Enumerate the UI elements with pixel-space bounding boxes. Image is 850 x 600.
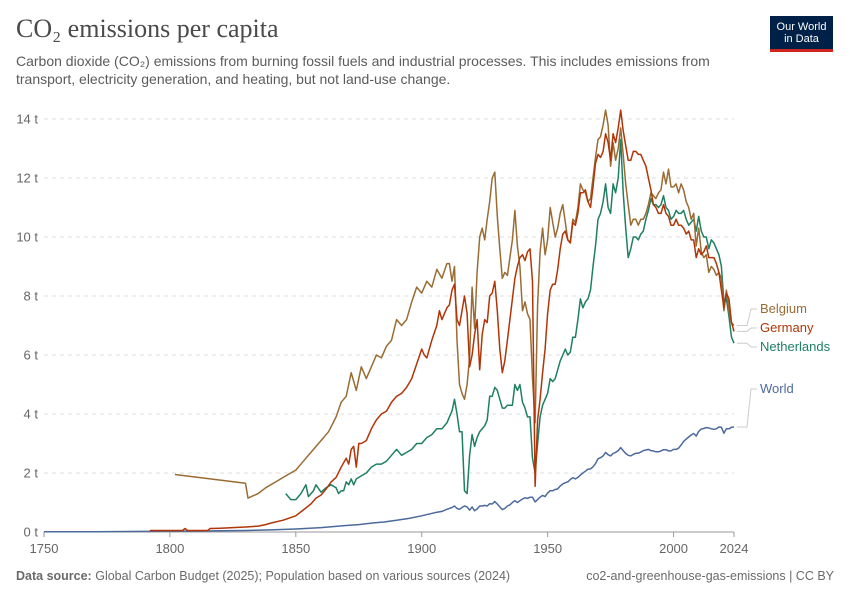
data-source-label: Data source: <box>16 569 92 583</box>
series-lines <box>44 109 735 533</box>
y-tick-label: 8 t <box>24 289 39 304</box>
y-tick-label: 10 t <box>16 230 38 245</box>
x-tick-label: 1850 <box>281 541 310 556</box>
footer-slug[interactable]: co2-and-greenhouse-gas-emissions | CC BY <box>586 569 834 583</box>
series-line-netherlands[interactable] <box>285 138 735 501</box>
series-line-belgium[interactable] <box>174 109 735 499</box>
data-source-text[interactable]: Global Carbon Budget (2025); Population … <box>95 569 511 583</box>
logo-line-2: in Data <box>784 32 819 45</box>
label-connector <box>737 388 757 428</box>
y-tick-label: 4 t <box>24 407 39 422</box>
x-axis-ticks: 1750 1800 1850 1900 1950 2000 2024 <box>30 532 749 556</box>
x-tick-label: 1900 <box>407 541 436 556</box>
series-labels: Belgium Germany Netherlands World <box>737 301 831 428</box>
x-tick-label: 2024 <box>720 541 749 556</box>
series-label-netherlands[interactable]: Netherlands <box>760 339 831 354</box>
x-tick-label: 1950 <box>533 541 562 556</box>
chart-title: CO₂ emissions per capita <box>16 14 279 43</box>
owid-logo[interactable]: Our World in Data <box>770 16 833 52</box>
series-line-germany[interactable] <box>149 109 735 532</box>
y-tick-label: 12 t <box>16 171 38 186</box>
y-axis-ticks: 0 t 2 t 4 t 6 t 8 t 10 t 12 t 14 t <box>16 112 38 540</box>
series-label-world[interactable]: World <box>760 381 794 396</box>
gridlines <box>44 118 734 533</box>
y-tick-label: 2 t <box>24 466 39 481</box>
label-connector <box>737 327 757 332</box>
logo-line-1: Our World <box>776 20 827 33</box>
series-line-world[interactable] <box>44 426 735 533</box>
data-source: Data source: Global Carbon Budget (2025)… <box>16 569 510 583</box>
x-tick-label: 1800 <box>155 541 184 556</box>
x-tick-label: 2000 <box>659 541 688 556</box>
series-label-germany[interactable]: Germany <box>760 320 814 335</box>
series-label-belgium[interactable]: Belgium <box>760 301 807 316</box>
label-connector <box>737 308 757 326</box>
x-tick-label: 1750 <box>30 541 59 556</box>
label-connector <box>737 342 757 348</box>
chart-subtitle: Carbon dioxide (CO₂) emissions from burn… <box>16 53 710 87</box>
y-tick-label: 6 t <box>24 348 39 363</box>
y-tick-label: 14 t <box>16 112 38 127</box>
y-tick-label: 0 t <box>24 525 39 540</box>
